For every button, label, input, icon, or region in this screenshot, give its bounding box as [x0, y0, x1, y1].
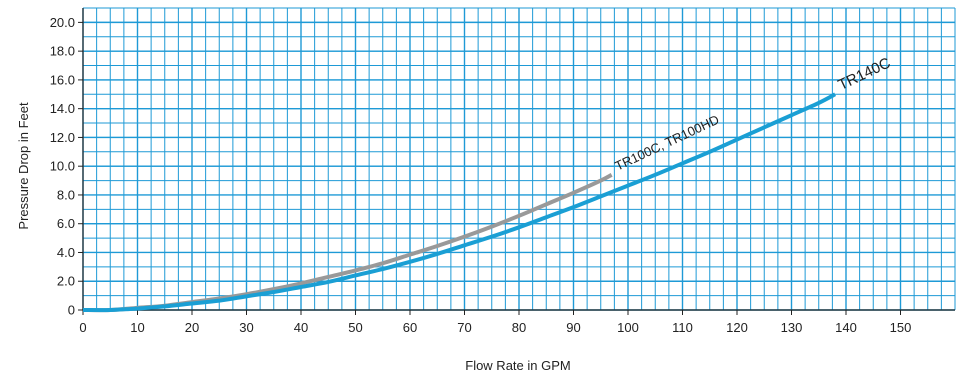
y-tick-label: 4.0: [57, 245, 75, 260]
x-tick-label: 0: [79, 320, 86, 335]
y-tick-label: 14.0: [50, 101, 75, 116]
x-tick-label: 60: [403, 320, 417, 335]
y-axis-title: Pressure Drop in Feet: [16, 102, 31, 230]
x-tick-label: 70: [457, 320, 471, 335]
major-gridlines: [82, 8, 955, 311]
x-tick-label: 150: [890, 320, 912, 335]
y-tick-label: 18.0: [50, 44, 75, 59]
y-tick-label: 8.0: [57, 187, 75, 202]
x-tick-label: 10: [130, 320, 144, 335]
x-tick-label: 140: [835, 320, 857, 335]
y-tick-label: 12.0: [50, 130, 75, 145]
x-tick-label: 120: [726, 320, 748, 335]
series-lines: [82, 92, 837, 313]
y-tick-label: 6.0: [57, 216, 75, 231]
series-line-tr140c: [82, 92, 837, 313]
x-tick-label: 100: [617, 320, 639, 335]
y-axis-ticks: 0 2.0 4.0 6.0 8.0 10.0 12.0 14.0 16.0 18.0 20.0: [50, 15, 83, 318]
x-tick-label: 30: [239, 320, 253, 335]
y-tick-label: 20.0: [50, 15, 75, 30]
x-axis-title: Flow Rate in GPM: [465, 358, 570, 373]
x-tick-label: 90: [566, 320, 580, 335]
y-tick-label: 2.0: [57, 274, 75, 289]
y-tick-label: 0: [68, 303, 75, 318]
x-tick-label: 50: [348, 320, 362, 335]
y-tick-label: 10.0: [50, 159, 75, 174]
x-tick-label: 130: [781, 320, 803, 335]
x-tick-label: 80: [512, 320, 526, 335]
x-tick-label: 20: [185, 320, 199, 335]
x-tick-label: 110: [672, 320, 693, 335]
y-tick-label: 16.0: [50, 72, 75, 87]
x-tick-label: 40: [294, 320, 308, 335]
